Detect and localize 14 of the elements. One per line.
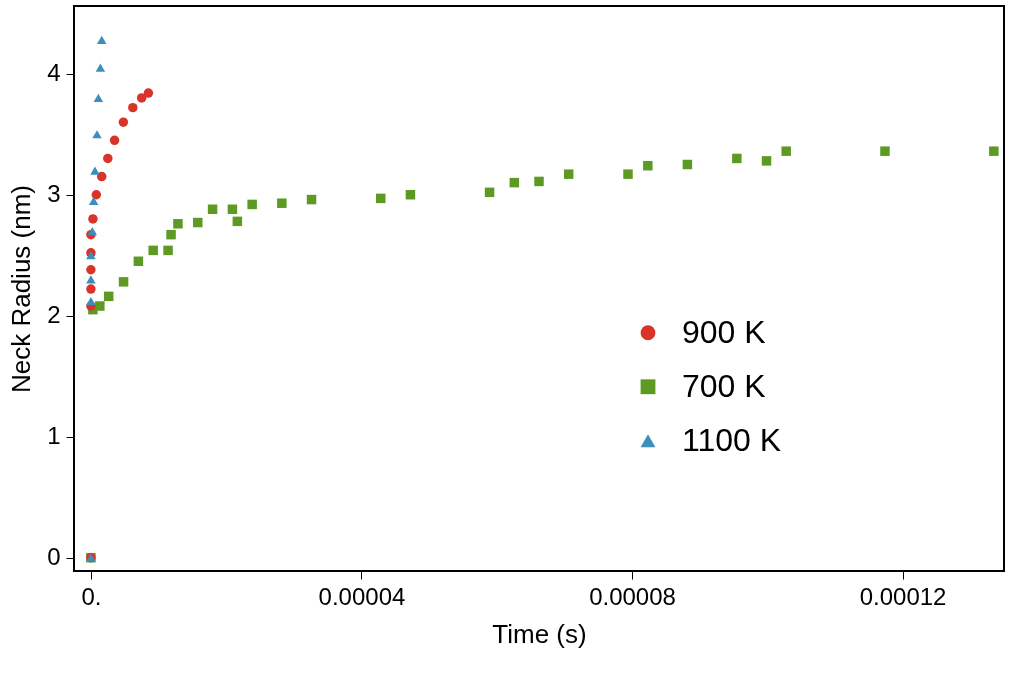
x-tick-label: 0. bbox=[81, 582, 102, 610]
legend-label: 700 K bbox=[682, 367, 766, 404]
y-tick-label: 3 bbox=[47, 180, 61, 208]
y-tick-label: 0 bbox=[47, 543, 61, 571]
y-axis-title: Neck Radius (nm) bbox=[6, 184, 37, 394]
x-tick-label: 0.00012 bbox=[859, 582, 947, 610]
x-tick-label: 0.00008 bbox=[589, 582, 676, 610]
legend-label: 1100 K bbox=[682, 421, 782, 458]
legend-label: 900 K bbox=[682, 313, 766, 350]
y-tick-label: 2 bbox=[47, 301, 61, 329]
x-tick-label: 0.00004 bbox=[318, 582, 406, 610]
x-axis-title: Time (s) bbox=[492, 618, 587, 649]
y-tick-label: 1 bbox=[47, 422, 61, 450]
y-tick-label: 4 bbox=[47, 59, 61, 87]
